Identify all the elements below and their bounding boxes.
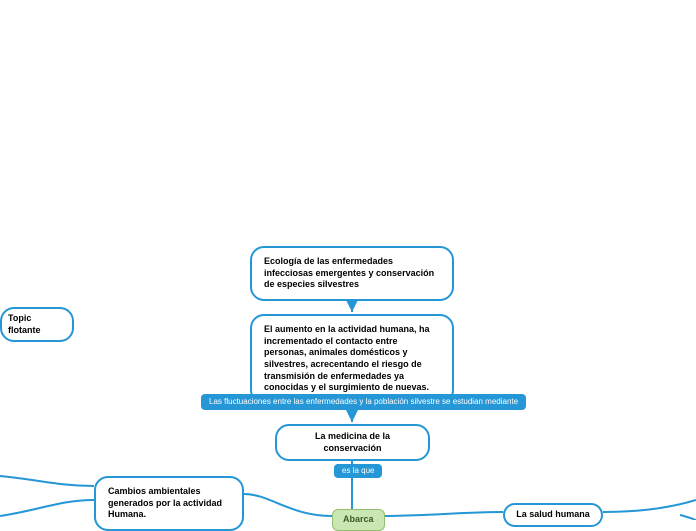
title-label: Ecología de las enfermedades infecciosas… — [264, 256, 434, 289]
abarca-label: Abarca — [343, 514, 374, 524]
edge-label-eslaque: es la que — [334, 464, 382, 478]
left-branch-label: Cambios ambientales generados por la act… — [108, 486, 222, 519]
left-branch-node[interactable]: Cambios ambientales generados por la act… — [94, 476, 244, 531]
medicine-label: La medicina de la conservación — [315, 431, 390, 453]
right-branch-label: La salud humana — [516, 509, 590, 519]
medicine-node[interactable]: La medicina de la conservación — [275, 424, 430, 461]
edge-label-eslaque-text: es la que — [342, 466, 374, 475]
floating-topic-label: Topic flotante — [8, 313, 41, 335]
description-node[interactable]: El aumento en la actividad humana, ha in… — [250, 314, 454, 404]
right-branch-node[interactable]: La salud humana — [503, 503, 603, 527]
edge-label-fluctuations-text: Las fluctuaciones entre las enfermedades… — [209, 397, 518, 406]
title-node[interactable]: Ecología de las enfermedades infecciosas… — [250, 246, 454, 301]
edge-label-fluctuations: Las fluctuaciones entre las enfermedades… — [201, 394, 526, 410]
description-label: El aumento en la actividad humana, ha in… — [264, 324, 430, 392]
floating-topic-node[interactable]: Topic flotante — [0, 307, 74, 342]
